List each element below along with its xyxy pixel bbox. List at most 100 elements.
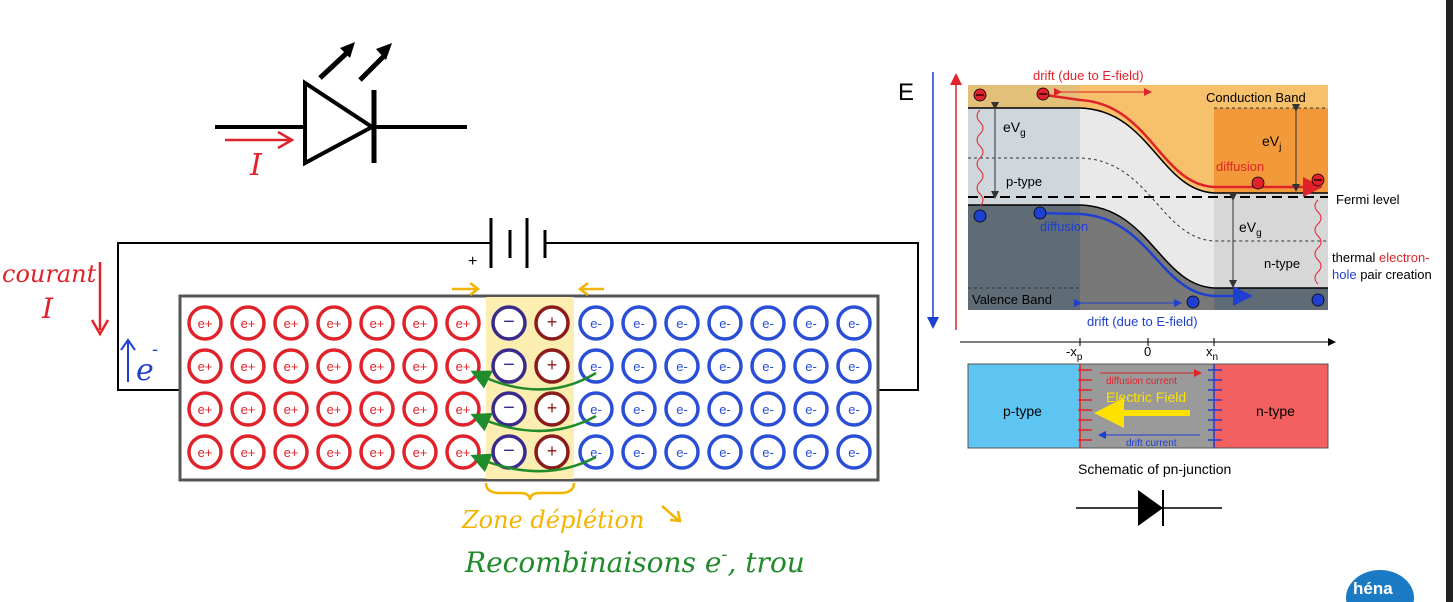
electron-carrier (836, 348, 872, 384)
band-diagram: E (898, 68, 1432, 363)
hole-carrier (273, 305, 309, 341)
courant-label: courant (2, 260, 97, 288)
electron-carrier-label: e- (633, 316, 645, 331)
schematic-ptype: p-type (1003, 403, 1042, 419)
hole-carrier-label: e+ (327, 316, 342, 331)
hole-carrier-label: e+ (456, 445, 471, 460)
band-drift-top: drift (due to E-field) (1033, 68, 1144, 83)
electron-carrier (621, 391, 657, 427)
band-ntype-label: n-type (1264, 256, 1300, 271)
hole-carrier-label: e+ (413, 402, 428, 417)
pn-junction-box: e+ e+ e+ e+ e+ e+ e+ − + e-e-e-e-e-e-e-e+ e+ e+ e+ e+… (178, 282, 880, 579)
positive-ion-label: + (547, 398, 558, 418)
hole-carrier (187, 391, 223, 427)
energy-axis-label: E (898, 79, 914, 106)
light-emission-arrows (318, 42, 392, 82)
electron-carrier-label: e- (719, 359, 731, 374)
axis-xn: xn (1206, 344, 1218, 363)
hole-carrier (402, 348, 438, 384)
hole-carrier (187, 305, 223, 341)
axis-zero: 0 (1144, 344, 1151, 359)
current-arrow (225, 130, 295, 150)
band-thermal-line2: hole pair creation (1332, 267, 1432, 282)
positive-ion-label: + (547, 355, 558, 375)
electron-carrier (664, 434, 700, 470)
recombination-arrows (470, 370, 597, 473)
hole-carrier-label: e+ (370, 445, 385, 460)
electron-carrier-label: e- (762, 402, 774, 417)
band-ptype-label: p-type (1006, 174, 1042, 189)
electron-carrier (621, 434, 657, 470)
band-evj: eVj (1262, 133, 1281, 153)
band-conduction-label: Conduction Band (1206, 90, 1306, 105)
band-thermal-line1: thermal electron- (1332, 250, 1430, 265)
negative-ion (491, 305, 527, 341)
hole-carrier (316, 391, 352, 427)
hole-carrier-label: e+ (198, 445, 213, 460)
electron-carrier-label: e- (805, 402, 817, 417)
battery-plus-label: + (468, 253, 477, 270)
electron-carrier-label: e- (719, 402, 731, 417)
pn-schematic: diffusion current Electric Field drift c… (967, 363, 1329, 477)
schematic-electric-field: Electric Field (1106, 389, 1186, 405)
charge-carriers: e+ e+ e+ e+ e+ e+ e+ − + e-e-e-e-e-e-e-e+ e+ e+ e+ e+… (187, 305, 872, 470)
electron-carrier (793, 348, 829, 384)
positive-ion (534, 391, 570, 427)
courant-symbol: I (41, 292, 54, 325)
electron-carrier-label: e- (676, 359, 688, 374)
hole-carrier (359, 391, 395, 427)
hole-carrier-label: e+ (370, 316, 385, 331)
hole-carrier-label: e+ (241, 316, 256, 331)
hole-carrier-label: e+ (413, 316, 428, 331)
hole-carrier (273, 391, 309, 427)
electron-carrier (621, 348, 657, 384)
depletion-brace (484, 482, 576, 501)
electron-carrier (621, 305, 657, 341)
electron-carrier-label: e- (633, 445, 645, 460)
hole-carrier-label: e+ (198, 402, 213, 417)
hole-carrier (359, 434, 395, 470)
schematic-caption: Schematic of pn-junction (1078, 461, 1231, 477)
negative-ion-label: − (503, 354, 515, 376)
negative-ion (491, 391, 527, 427)
depletion-edge-arrows (452, 282, 604, 296)
band-evg-right: eVg (1239, 219, 1262, 239)
schematic-ntype: n-type (1256, 403, 1295, 419)
hole-carrier-label: e+ (284, 359, 299, 374)
electron-carrier-label: e- (590, 445, 602, 460)
hole-carrier (230, 348, 266, 384)
electron-carrier-label: e- (762, 445, 774, 460)
electron-carrier-label: e- (676, 316, 688, 331)
positive-ion (534, 305, 570, 341)
schematic-drift-current: drift current (1126, 438, 1177, 449)
hole-carrier (187, 348, 223, 384)
depletion-label-arrow (661, 505, 682, 523)
hole-carrier (402, 434, 438, 470)
hole-carrier-label: e+ (327, 359, 342, 374)
electron-carrier-label: e- (590, 359, 602, 374)
hole-carrier (187, 434, 223, 470)
hole-carrier (273, 348, 309, 384)
positive-ion (534, 348, 570, 384)
courant-arrow (90, 262, 110, 337)
electron-carrier-label: e- (719, 316, 731, 331)
band-drift-bottom: drift (due to E-field) (1087, 314, 1198, 329)
band-evg-left: eVg (1003, 119, 1026, 139)
hole-carrier-label: e+ (327, 445, 342, 460)
positive-ions-edge (1208, 364, 1222, 448)
electron-carrier (664, 391, 700, 427)
electron-carrier (664, 348, 700, 384)
electron-carrier-label: e- (848, 359, 860, 374)
electron-carrier (750, 348, 786, 384)
electron-carrier (707, 434, 743, 470)
hole-carrier (230, 305, 266, 341)
hole-carrier (230, 391, 266, 427)
hena-logo: héna (1346, 570, 1414, 602)
hole-carrier-label: e+ (370, 359, 385, 374)
electron-carrier-label: e- (676, 402, 688, 417)
band-diffusion-red: diffusion (1216, 159, 1264, 174)
electron-carrier (836, 391, 872, 427)
hole-carrier-label: e+ (327, 402, 342, 417)
schematic-diffusion-current: diffusion current (1106, 376, 1177, 387)
